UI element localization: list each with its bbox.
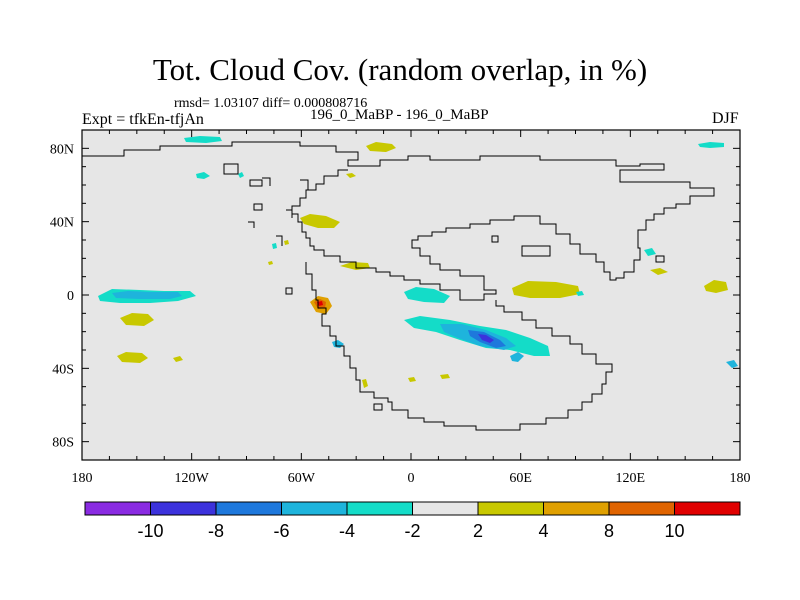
coastlines xyxy=(82,141,715,431)
colorbar-swatch xyxy=(608,501,675,516)
anomaly-region xyxy=(726,360,738,368)
anomaly-region xyxy=(510,352,524,362)
anomaly-region xyxy=(268,261,273,265)
colorbar-swatch xyxy=(84,501,151,516)
anomaly-region xyxy=(112,291,182,299)
colorbar-swatch xyxy=(215,501,282,516)
x-tick-label: 120W xyxy=(175,471,210,486)
colorbar-swatch xyxy=(674,501,741,516)
coastline-north-continent xyxy=(82,141,715,301)
experiment-label: Expt = tfkEn-tfjAn xyxy=(82,111,204,128)
coastline-island xyxy=(262,177,271,186)
anomaly-region xyxy=(120,313,154,326)
anomaly-region xyxy=(362,379,368,388)
colorbar-label: -4 xyxy=(339,521,355,541)
anomaly-region xyxy=(346,173,356,178)
colorbar-swatch xyxy=(543,501,610,516)
coastline-island xyxy=(248,221,255,228)
coastline-island xyxy=(253,203,263,211)
anomaly-region xyxy=(644,248,656,256)
anomaly-region xyxy=(704,280,728,293)
anomaly-region xyxy=(576,291,584,296)
anomaly-region xyxy=(404,287,450,303)
colorbar-label: -8 xyxy=(208,521,224,541)
coastline-island xyxy=(373,403,383,411)
colorbar-label: -2 xyxy=(404,521,420,541)
colorbar-swatch xyxy=(346,501,413,516)
colorbar-swatch xyxy=(150,501,217,516)
colorbar-swatch xyxy=(412,501,479,516)
anomaly-region xyxy=(272,243,277,249)
colorbar-swatch xyxy=(477,501,544,516)
anomaly-region xyxy=(478,334,494,343)
anomaly-region xyxy=(184,136,222,143)
coastline-island xyxy=(249,179,263,187)
anomaly-region xyxy=(173,356,183,362)
coastline-island xyxy=(276,235,283,246)
x-tick-label: 120E xyxy=(616,471,646,486)
plot-title: Tot. Cloud Cov. (random overlap, in %) xyxy=(152,52,648,87)
x-tick-label: 0 xyxy=(408,471,415,486)
y-tick-label: 40N xyxy=(50,216,74,231)
colorbar-label: 2 xyxy=(473,521,483,541)
colorbar-label: -6 xyxy=(273,521,289,541)
season-label: DJF xyxy=(712,110,739,127)
anomaly-region xyxy=(650,268,668,275)
y-tick-label: 0 xyxy=(67,289,74,304)
anomaly-region xyxy=(196,172,210,179)
coastline-island xyxy=(655,255,665,263)
anomaly-region xyxy=(698,142,724,148)
y-tick-label: 40S xyxy=(52,362,74,377)
x-tick-label: 60W xyxy=(288,471,316,486)
y-tick-label: 80S xyxy=(52,436,74,451)
colorbar-swatch xyxy=(281,501,348,516)
x-axis: 180 120W 60W 0 60E 120E 180 xyxy=(72,130,751,486)
coastline-island xyxy=(491,235,499,243)
y-axis: 80N 40N 0 40S 80S xyxy=(50,129,740,461)
anomaly-region xyxy=(440,374,450,379)
anomaly-region xyxy=(366,142,396,152)
coastline-island xyxy=(300,179,309,190)
colorbar-label: 10 xyxy=(664,521,684,541)
anomaly-field xyxy=(98,136,738,388)
coastline-island xyxy=(286,209,293,218)
coastline-island xyxy=(521,245,551,257)
coastline-south-continent xyxy=(305,262,613,431)
coastline-island xyxy=(285,287,293,295)
stats-label: rmsd= 1.03107 diff= 0.000808716 xyxy=(174,96,368,111)
anomaly-region xyxy=(512,281,580,298)
y-tick-label: 80N xyxy=(50,142,74,157)
colorbar: -10 -8 -6 -4 -2 2 4 8 10 xyxy=(84,501,741,541)
x-tick-label: 180 xyxy=(730,471,751,486)
colorbar-label: 4 xyxy=(538,521,548,541)
anomaly-region xyxy=(408,377,416,382)
anomaly-region xyxy=(284,240,289,245)
colorbar-label: 8 xyxy=(604,521,614,541)
anomaly-region xyxy=(300,214,340,228)
anomaly-region xyxy=(117,352,148,363)
case-label: 196_0_MaBP - 196_0_MaBP xyxy=(310,107,489,123)
coastline-island xyxy=(223,163,239,175)
colorbar-label: -10 xyxy=(137,521,163,541)
anomaly-region xyxy=(238,172,244,178)
x-tick-label: 60E xyxy=(509,471,532,486)
x-tick-label: 180 xyxy=(72,471,93,486)
